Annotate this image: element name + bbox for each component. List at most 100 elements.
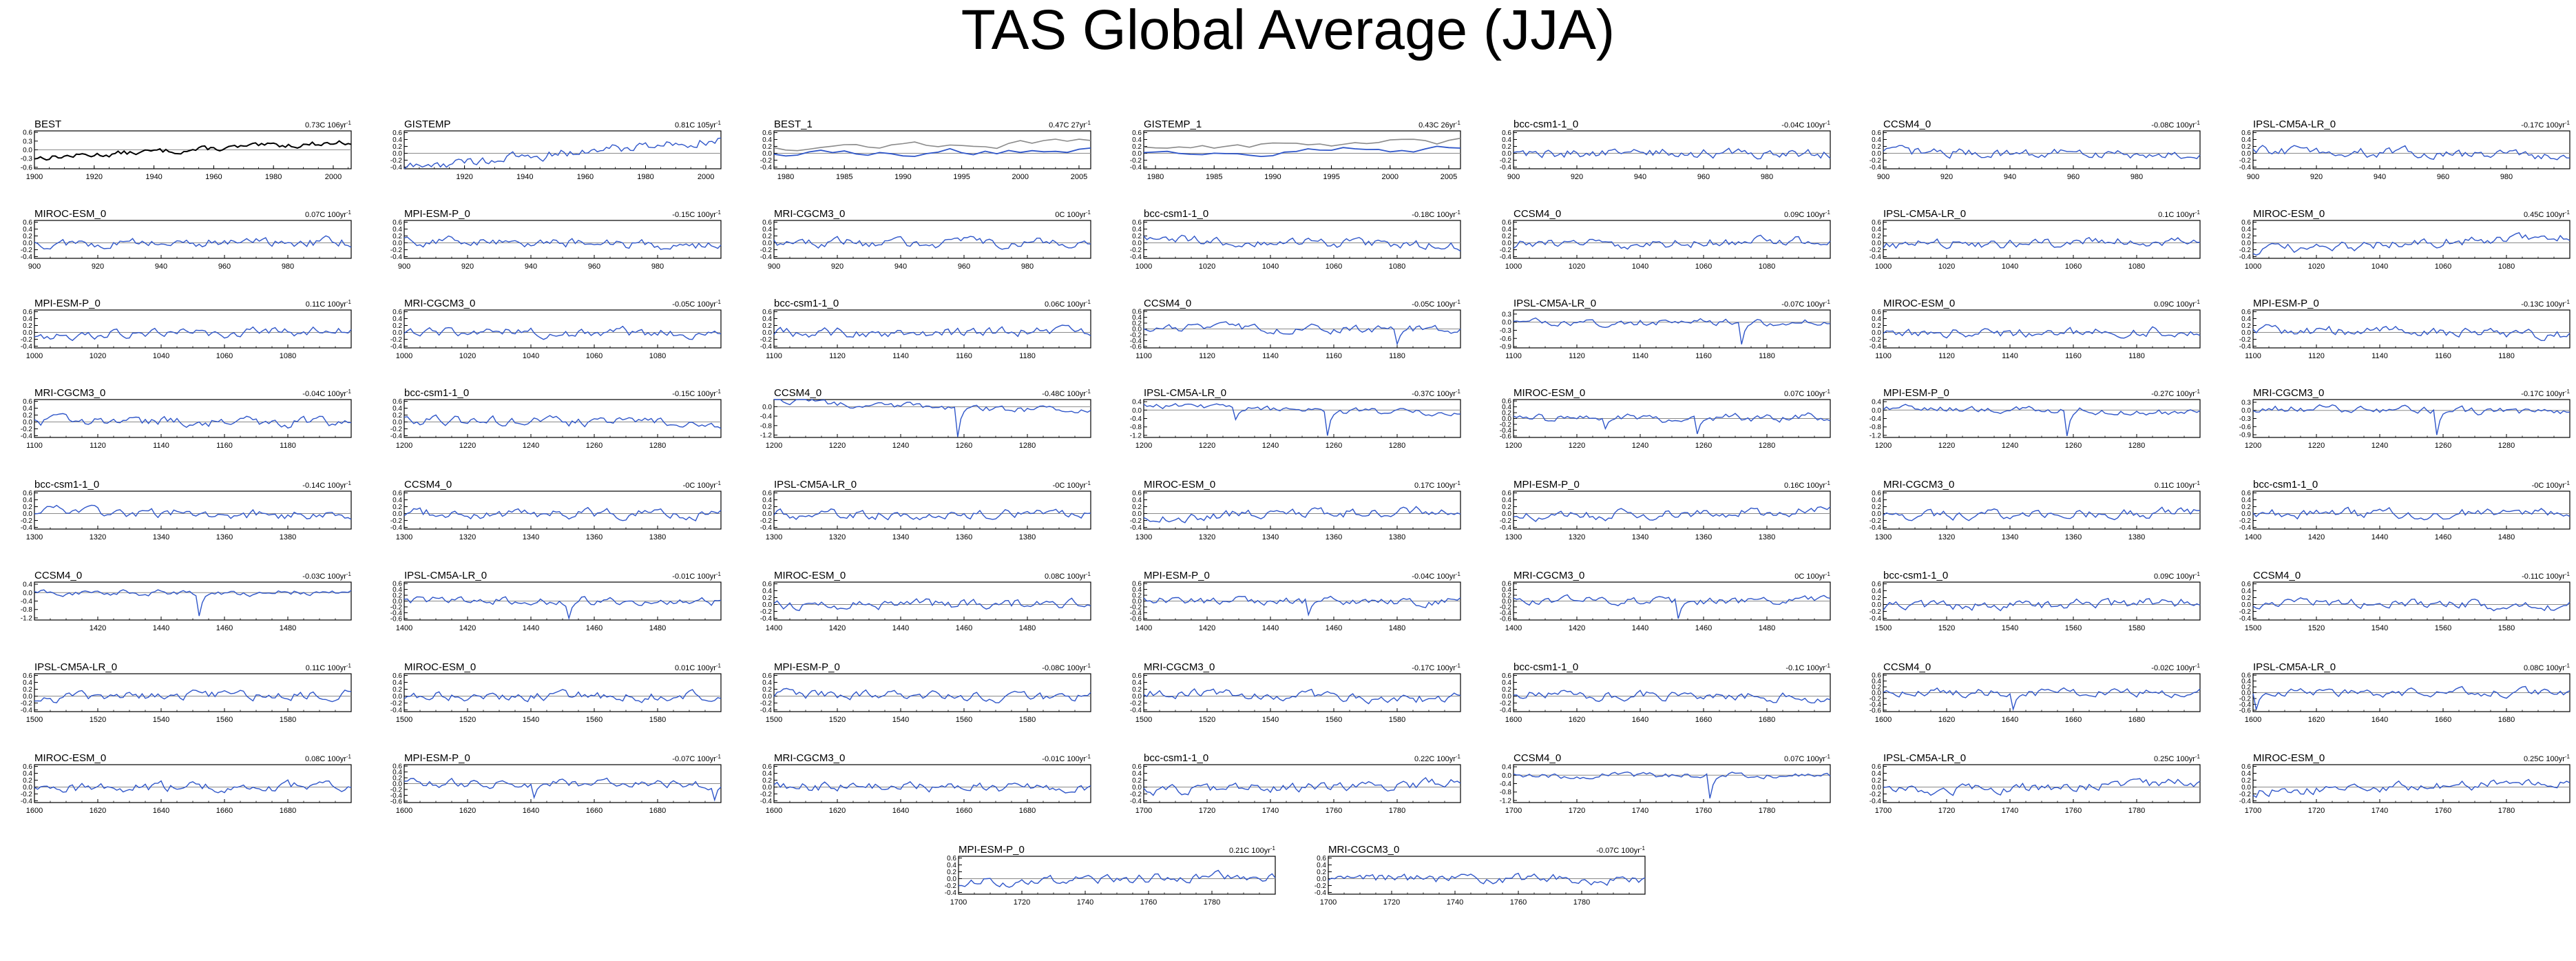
y-tick-label: -0.4	[2239, 254, 2252, 261]
x-tick-label: 1740	[1077, 898, 1093, 907]
y-tick-label: -0.8	[1870, 424, 1882, 431]
y-tick-label: -0.4	[760, 254, 773, 261]
y-tick-label: 0.0	[23, 329, 32, 337]
trend-label: 0.1C 100yr-1	[2158, 209, 2200, 219]
x-tick-label: 1220	[1569, 442, 1585, 450]
y-tick-label: 0.6	[1872, 490, 1881, 497]
x-tick-label: 1220	[2308, 442, 2325, 450]
y-tick-label: -0.2	[760, 336, 773, 344]
x-tick-label: 1020	[2308, 262, 2325, 271]
plot-frame	[1513, 309, 1831, 349]
y-tick-label: 0.6	[1872, 672, 1881, 680]
x-tick-label: 960	[2067, 173, 2080, 181]
y-tick-label: 0.4	[762, 136, 772, 144]
y-tick-label: 0.4	[392, 586, 402, 594]
x-tick-label: 1440	[153, 624, 169, 632]
y-tick-label: 0.2	[392, 412, 402, 420]
panel-label: bcc-csm1-1_0	[2253, 479, 2318, 490]
plot-frame	[2252, 130, 2570, 169]
y-tick-label: 0.0	[947, 876, 956, 883]
x-tick-label: 920	[831, 262, 844, 271]
y-tick-label: 0.2	[2241, 504, 2251, 511]
y-tick-label: 0.6	[1317, 855, 1326, 862]
y-tick-label: -0.4	[1130, 164, 1142, 172]
y-tick-label: 0.4	[23, 770, 32, 778]
x-tick-label: 1040	[2002, 262, 2018, 271]
y-tick-label: 0.2	[1872, 595, 1881, 602]
x-tick-label: 1600	[26, 807, 43, 815]
x-tick-label: 1720	[1938, 807, 1955, 815]
y-tick-label: -0.6	[1870, 707, 1882, 714]
y-tick-label: 0.4	[762, 679, 772, 687]
x-tick-label: 2005	[1441, 173, 1457, 181]
y-tick-label: -0.9	[1500, 344, 1512, 351]
x-tick-label: 1720	[1199, 807, 1215, 815]
y-tick-label: -0.4	[2239, 164, 2252, 172]
y-tick-label: 0.4	[23, 316, 32, 323]
y-tick-label: -1.2	[21, 614, 33, 622]
x-tick-label: 1900	[26, 173, 43, 181]
y-tick-label: 0.6	[392, 309, 402, 316]
y-tick-label: 0.6	[392, 672, 402, 680]
y-tick-label: 0.0	[1872, 150, 1881, 158]
panel-label: IPSL-CM5A-LR_0	[1883, 752, 1966, 764]
x-tick-label: 920	[2310, 173, 2323, 181]
chart-svg: MPI-ESM-P_0 -0.07C 100yr-10.60.40.20.0-0.…	[390, 752, 722, 815]
y-tick-label: -0.6	[1500, 615, 1512, 623]
x-tick-label: 1580	[649, 716, 666, 724]
x-tick-label: 1100	[1135, 352, 1152, 360]
y-tick-label: 0.2	[2241, 233, 2251, 240]
chart-panel: MRI-CGCM3_0 -0.01C 100yr-1 0.6 0.4 0.2 0.0 -0.…	[740, 744, 1098, 823]
y-tick-label: 0.4	[2241, 678, 2251, 685]
x-tick-label: 1760	[1695, 807, 1712, 815]
x-tick-label: 1920	[456, 173, 472, 181]
y-tick-label: 0.4	[2241, 588, 2251, 595]
panel-label: MIROC-ESM_0	[2253, 208, 2325, 220]
y-tick-label: 0.0	[2241, 784, 2251, 792]
trend-label: 0.73C 106yr-1	[305, 120, 352, 130]
y-tick-label: 0.0	[1872, 510, 1881, 518]
x-tick-label: 1260	[586, 442, 603, 450]
x-tick-label: 1520	[1199, 716, 1215, 724]
x-tick-label: 1440	[892, 624, 909, 632]
chart-svg: IPSL-CM5A-LR_0 0.1C 100yr-10.60.40.20.0-0…	[1870, 208, 2201, 271]
data-line	[1143, 506, 1461, 524]
chart-panel: MPI-ESM-P_0 0.16C 100yr-1 0.6 0.4 0.2 0.0 -0.2…	[1479, 471, 1837, 550]
panel-label: IPSL-CM5A-LR_0	[404, 570, 487, 581]
y-tick-label: 0.0	[1132, 326, 1142, 333]
y-tick-label: 0.2	[23, 233, 32, 240]
x-tick-label: 1320	[1569, 533, 1585, 541]
panel-label: bcc-csm1-1_0	[1514, 118, 1578, 130]
x-tick-label: 1420	[459, 624, 476, 632]
x-tick-label: 1740	[1262, 807, 1279, 815]
chart-panel: MRI-CGCM3_0 -0.07C 100yr-1 0.6 0.4 0.2 0.0 -0.…	[1294, 836, 1652, 915]
x-tick-label: 1140	[2371, 352, 2388, 360]
data-line	[1883, 145, 2201, 160]
x-tick-label: 1720	[1383, 898, 1400, 907]
chart-panel: IPSL-CM5A-LR_0 0.1C 100yr-1 0.6 0.4 0.2 0.0 -0…	[1849, 200, 2207, 279]
y-tick-label: -0.2	[390, 517, 403, 525]
data-line	[1143, 688, 1461, 705]
x-tick-label: 1460	[586, 624, 603, 632]
chart-svg: MRI-CGCM3_0 -0.17C 100yr-1 0.30.0-0.3-0.6-…	[2239, 387, 2570, 450]
y-tick-label: 0.4	[1132, 399, 1142, 406]
y-tick-label: -0.4	[21, 433, 33, 440]
chart-svg: bcc-csm1-1_0 -0.18C 100yr-10.60.40.20.0-0…	[1130, 208, 1461, 271]
y-tick-label: -0.4	[1870, 343, 1882, 351]
data-line	[1883, 506, 2201, 521]
y-tick-label: 0.0	[2241, 690, 2251, 697]
x-tick-label: 1460	[2435, 533, 2451, 541]
chart-svg: CCSM4_0 -0.03C 100yr-1 0.40.0-0.4-0.8-1.2 1…	[21, 570, 352, 632]
chart-panel: bcc-csm1-1_0 0.09C 100yr-1 0.6 0.4 0.2 0.0 -0.…	[1849, 561, 2207, 641]
x-tick-label: 1240	[2002, 442, 2018, 450]
plot-frame	[34, 399, 352, 438]
chart-panel: MIROC-ESM_0 0.17C 100yr-1 0.6 0.4 0.2 0.0 -0.2…	[1109, 471, 1467, 550]
x-tick-label: 1760	[2435, 807, 2451, 815]
chart-panel: MPI-ESM-P_0 -0.13C 100yr-1 0.6 0.4 0.2 0.0 -0.…	[2219, 289, 2576, 369]
x-tick-label: 1240	[523, 442, 539, 450]
x-tick-label: 1140	[892, 352, 909, 360]
x-tick-label: 1460	[1326, 624, 1342, 632]
data-line	[34, 140, 352, 161]
x-tick-label: 1780	[1204, 898, 1220, 907]
y-tick-label: -0.2	[390, 786, 403, 794]
